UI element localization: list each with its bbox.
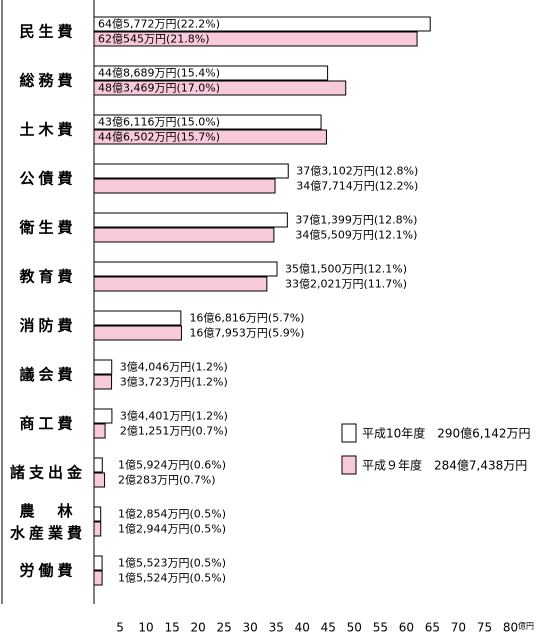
bar <box>93 359 113 375</box>
value-label: 2億1,251万円(0.7%) <box>120 425 228 438</box>
x-unit: 億円 <box>518 621 534 631</box>
x-tick-label: 50 <box>347 621 362 635</box>
category-label: 公債費 <box>19 170 76 188</box>
x-tick-label: 25 <box>217 621 232 635</box>
x-tick-label: 55 <box>373 621 388 635</box>
bar <box>93 472 106 488</box>
value-label: 1億5,924万円(0.6%) <box>118 459 226 472</box>
x-tick-label: 65 <box>425 621 440 635</box>
x-tick-label: 70 <box>451 621 466 635</box>
bar <box>93 325 182 341</box>
value-label: 48億3,469万円(17.0%) <box>98 82 220 95</box>
value-label: 44億6,502万円(15.7%) <box>98 131 220 144</box>
x-tick-label: 10 <box>138 621 153 635</box>
category-label: 労働費 <box>19 562 76 580</box>
x-tick-label: 30 <box>243 621 258 635</box>
value-label: 33億2,021万円(11.7%) <box>285 278 407 291</box>
bar <box>93 521 102 537</box>
category-label: 衛生費 <box>18 219 76 237</box>
category-label: 議会費 <box>19 366 76 384</box>
value-label: 34億7,714万円(12.2%) <box>296 180 418 193</box>
category-label: 民生費 <box>19 23 76 41</box>
bar <box>93 374 113 390</box>
bar <box>93 114 322 130</box>
bar <box>93 178 276 194</box>
value-label: 3億4,046万円(1.2%) <box>120 361 228 374</box>
legend-label: 平成10年度 290億6,142万円 <box>362 426 531 441</box>
value-label: 37億1,399万円(12.8%) <box>295 214 417 227</box>
x-tick-label: 45 <box>321 621 336 635</box>
x-tick-label: 40 <box>295 621 310 635</box>
value-label: 3億4,401万円(1.2%) <box>120 410 228 423</box>
value-label: 43億6,116万円(15.0%) <box>98 116 220 129</box>
value-label: 1億2,854万円(0.5%) <box>118 508 226 521</box>
x-tick-label: 35 <box>269 621 284 635</box>
bar <box>93 506 102 522</box>
x-tick-label: 75 <box>477 621 492 635</box>
value-label: 37億3,102万円(12.8%) <box>296 165 418 178</box>
legend-label: 平成９年度 284億7,438万円 <box>362 458 527 473</box>
x-tick-label: 60 <box>399 621 414 635</box>
bar <box>93 276 268 292</box>
bar <box>93 457 103 473</box>
bar <box>93 227 275 243</box>
value-label: 35億1,500万円(12.1%) <box>285 263 407 276</box>
value-label: 34億5,509万円(12.1%) <box>295 229 417 242</box>
legend-swatch <box>341 455 357 475</box>
category-label: 土木費 <box>19 121 76 139</box>
bar <box>93 408 113 424</box>
value-label: 16億6,816万円(5.7%) <box>189 312 304 325</box>
value-label: 1億5,523万円(0.5%) <box>118 557 226 570</box>
bar <box>93 212 288 228</box>
x-tick-label: 15 <box>164 621 179 635</box>
category-label: 教育費 <box>18 268 76 286</box>
value-label: 64億5,772万円(22.2%) <box>98 18 220 31</box>
bar <box>93 31 418 47</box>
bar <box>93 570 103 586</box>
bar <box>93 310 182 326</box>
category-label: 消防費 <box>19 317 76 335</box>
category-label: 農 林水産業費 <box>10 502 86 542</box>
bar <box>93 129 327 145</box>
bar <box>93 555 103 571</box>
value-label: 62億545万円(21.8%) <box>98 33 210 46</box>
bar <box>93 80 347 96</box>
value-label: 1億5,524万円(0.5%) <box>118 572 226 585</box>
category-label: 総務費 <box>19 72 76 90</box>
category-label: 商工費 <box>19 415 76 433</box>
category-label: 諸支出金 <box>10 464 86 482</box>
bar <box>93 423 106 439</box>
value-label: 44億8,689万円(15.4%) <box>98 67 220 80</box>
bar <box>93 261 278 277</box>
bar <box>93 16 431 32</box>
value-label: 2億283万円(0.7%) <box>118 474 216 487</box>
legend-swatch <box>341 423 357 443</box>
bar <box>93 65 329 81</box>
x-tick-label: 80 <box>503 621 518 635</box>
x-tick-label: 5 <box>116 621 124 635</box>
bar <box>93 163 289 179</box>
value-label: 3億3,723万円(1.2%) <box>120 376 228 389</box>
value-label: 16億7,953万円(5.9%) <box>189 327 304 340</box>
value-label: 1億2,944万円(0.5%) <box>118 523 226 536</box>
x-tick-label: 20 <box>190 621 205 635</box>
